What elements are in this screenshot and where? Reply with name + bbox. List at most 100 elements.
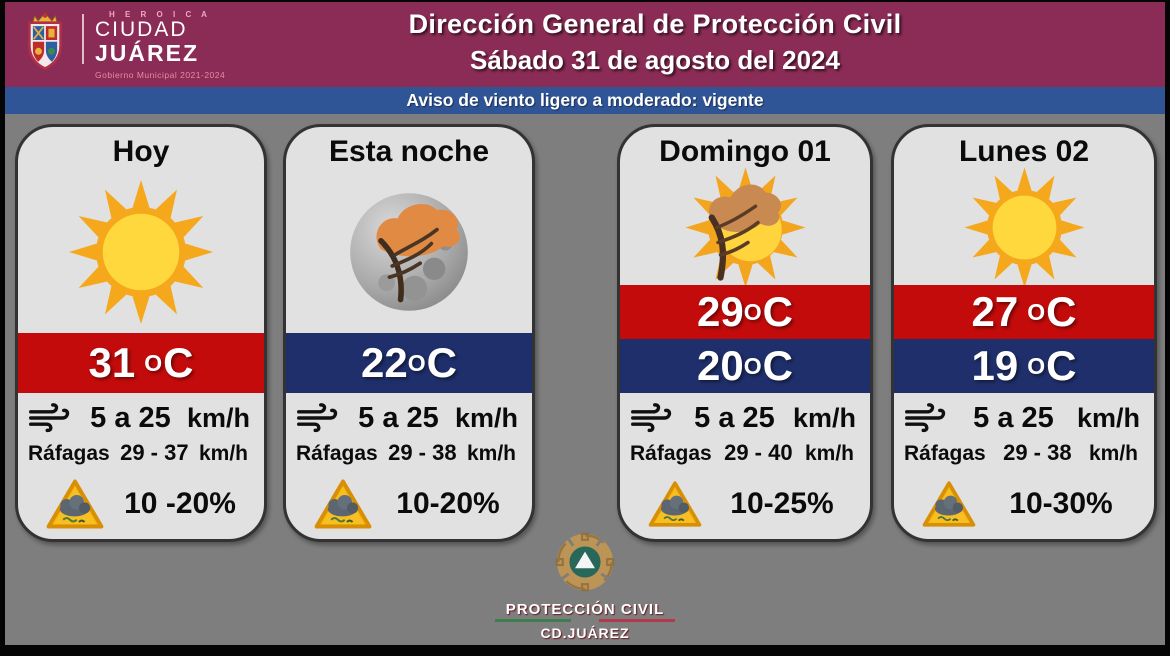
- precip-chance: 10 -20%: [124, 486, 236, 520]
- gust-label: Ráfagas: [904, 442, 986, 465]
- proteccion-civil-emblem-icon: [555, 532, 615, 592]
- wind-row: 5 a 25 km/h: [630, 398, 860, 438]
- chance-row: 10-30%: [904, 476, 1144, 531]
- temp-unit: C: [426, 339, 457, 386]
- brand-city-label: CD.JUÁREZ: [540, 625, 630, 641]
- temp-unit: C: [762, 288, 793, 335]
- weather-icon-wrap: [894, 167, 1154, 287]
- precip-chance: 10-25%: [730, 486, 834, 520]
- dust-storm-warning-icon: [44, 477, 106, 531]
- gust-range: 29 - 40: [724, 440, 793, 465]
- coat-of-arms-icon: [28, 12, 62, 71]
- high-temp-banner: 31 O C: [18, 333, 264, 393]
- high-temp-value: 31: [88, 339, 136, 386]
- card-details: 5 a 25 km/h Ráfagas 29 - 40 km/h: [620, 393, 870, 539]
- wind-range: 5 a 25: [694, 401, 775, 434]
- forecast-card-esta-noche: Esta noche: [283, 124, 535, 542]
- wind-unit: km/h: [454, 402, 518, 433]
- windy-sun-icon: [685, 167, 805, 287]
- card-details: 5 a 25 km/h Ráfagas 29 - 38 km/h: [286, 393, 532, 539]
- logo-government: Gobierno Municipal 2021-2024: [95, 69, 226, 80]
- high-temp-value: 29: [697, 288, 744, 335]
- forecast-area: Hoy: [5, 114, 1165, 645]
- chance-row: 10-20%: [296, 476, 522, 531]
- temp-unit: C: [1046, 288, 1077, 335]
- card-title: Domingo 01: [659, 135, 831, 168]
- wind-unit: km/h: [186, 402, 250, 433]
- wind-range: 5 a 25: [358, 401, 439, 434]
- card-title: Lunes 02: [958, 135, 1090, 168]
- wind-advisory-text: Aviso de viento ligero a moderado: vigen…: [406, 90, 764, 110]
- wind-range: 5 a 25: [973, 401, 1054, 434]
- wind-unit: km/h: [792, 402, 856, 433]
- wind-unit: km/h: [1076, 402, 1140, 433]
- gust-range: 29 - 37: [120, 440, 189, 465]
- gust-unit: km/h: [198, 442, 248, 465]
- gust-unit: km/h: [1088, 442, 1138, 465]
- gust-label: Ráfagas: [296, 442, 378, 465]
- logo-heroica: H E R O I C A: [109, 10, 211, 19]
- high-temp-value: 27: [971, 288, 1019, 335]
- logo-juarez: JUÁREZ: [95, 40, 200, 67]
- wind-range: 5 a 25: [90, 401, 171, 434]
- chance-row: 10-25%: [630, 476, 860, 531]
- bulletin-page: H E R O I C A CIUDAD JUÁREZ Gobierno Mun…: [5, 2, 1165, 645]
- weather-icon-wrap: [286, 171, 532, 333]
- gust-label: Ráfagas: [28, 442, 110, 465]
- temp-unit: C: [163, 339, 194, 386]
- card-details: 5 a 25 km/h Ráfagas 29 - 37 km/h: [18, 393, 264, 539]
- proteccion-civil-brand: PROTECCIÓN CIVIL CD.JUÁREZ: [455, 525, 715, 641]
- wind-row: 5 a 25 km/h: [904, 398, 1144, 438]
- low-temp-value: 20: [697, 342, 744, 389]
- gust-row: Ráfagas 29 - 38 km/h: [904, 440, 1144, 472]
- dust-storm-warning-icon: [312, 477, 374, 531]
- wind-icon: [296, 402, 342, 434]
- wind-icon: [904, 402, 950, 434]
- card-title: Esta noche: [328, 135, 490, 168]
- page-date: Sábado 31 de agosto del 2024: [470, 45, 840, 75]
- high-temp-banner: 29 O C: [620, 285, 870, 339]
- gust-range: 29 - 38: [1003, 440, 1072, 465]
- wind-row: 5 a 25 km/h: [28, 398, 254, 438]
- brand-org-label: PROTECCIÓN CIVIL: [505, 601, 665, 618]
- wind-icon: [630, 402, 676, 434]
- logo-ciudad: CIUDAD: [95, 18, 188, 42]
- low-temp-value: 22: [361, 339, 408, 386]
- header: H E R O I C A CIUDAD JUÁREZ Gobierno Mun…: [5, 2, 1165, 87]
- forecast-card-domingo: Domingo 01: [617, 124, 873, 542]
- weather-icon-wrap: [620, 167, 870, 287]
- wind-icon: [28, 402, 74, 434]
- windy-moon-icon: [350, 193, 468, 311]
- chance-row: 10 -20%: [28, 476, 254, 531]
- dust-storm-warning-icon: [646, 479, 704, 529]
- gust-row: Ráfagas 29 - 38 km/h: [296, 440, 522, 472]
- logo-divider: [82, 14, 84, 64]
- dust-storm-warning-icon: [920, 479, 978, 529]
- temp-unit: C: [762, 342, 793, 389]
- wind-row: 5 a 25 km/h: [296, 398, 522, 438]
- logo-text: H E R O I C A CIUDAD JUÁREZ Gobierno Mun…: [95, 8, 225, 80]
- low-temp-banner: 20 O C: [620, 339, 870, 393]
- precip-chance: 10-30%: [1009, 486, 1113, 520]
- gust-range: 29 - 38: [388, 440, 457, 465]
- high-temp-banner: 27 O C: [894, 285, 1154, 339]
- city-logo: H E R O I C A CIUDAD JUÁREZ Gobierno Mun…: [19, 8, 225, 80]
- sun-icon: [69, 180, 213, 324]
- page-title: Dirección General de Protección Civil: [408, 9, 902, 39]
- forecast-card-lunes: Lunes 02: [891, 124, 1157, 542]
- low-temp-banner: 19 O C: [894, 339, 1154, 393]
- gust-label: Ráfagas: [630, 442, 712, 465]
- low-temp-value: 19: [971, 342, 1019, 389]
- precip-chance: 10-20%: [396, 486, 500, 520]
- red-bar: [599, 619, 675, 622]
- gust-row: Ráfagas 29 - 37 km/h: [28, 440, 254, 472]
- temp-unit: C: [1046, 342, 1077, 389]
- brand-tricolor-bars: [495, 619, 675, 622]
- card-title: Hoy: [112, 135, 170, 168]
- weather-icon-wrap: [18, 171, 264, 333]
- gust-unit: km/h: [804, 442, 854, 465]
- forecast-card-hoy: Hoy: [15, 124, 267, 542]
- low-temp-banner: 22 O C: [286, 333, 532, 393]
- gust-row: Ráfagas 29 - 40 km/h: [630, 440, 860, 472]
